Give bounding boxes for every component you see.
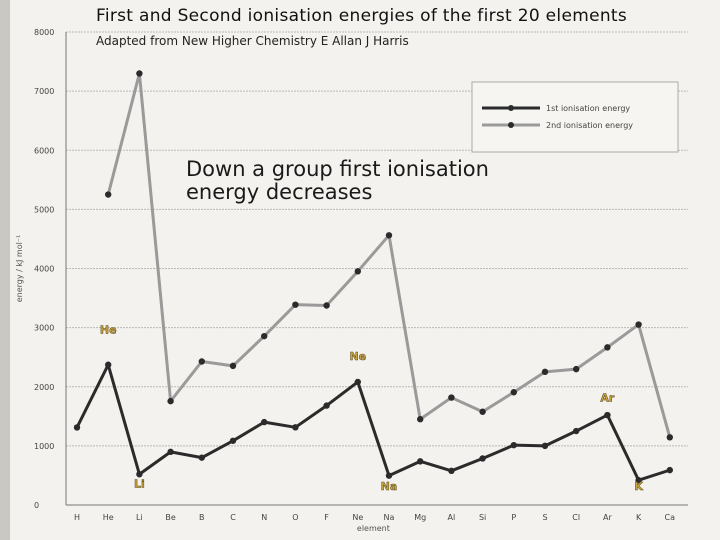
data-point-first-ionisation	[510, 441, 517, 449]
x-tick-label: S	[542, 513, 547, 522]
data-point-second-ionisation	[105, 191, 112, 198]
data-point-second-ionisation	[292, 301, 299, 308]
x-tick-label: Al	[448, 513, 456, 522]
data-point-second-ionisation	[510, 389, 517, 396]
data-point-second-ionisation	[604, 344, 611, 351]
data-point-second-ionisation	[323, 302, 330, 309]
data-point-second-ionisation	[635, 321, 642, 328]
data-point-second-ionisation	[261, 332, 268, 340]
data-point-second-ionisation	[541, 368, 549, 376]
data-point-first-ionisation	[292, 424, 299, 431]
legend-label: 2nd ionisation energy	[546, 121, 633, 130]
x-tick-label: F	[324, 513, 329, 522]
legend: 1st ionisation energy 2nd ionisation ener…	[471, 81, 679, 153]
x-tick-label: Ca	[665, 513, 676, 522]
data-point-second-ionisation	[198, 358, 205, 365]
element-labels: He Ne Ar Li Na K	[100, 323, 644, 493]
data-point-first-ionisation	[136, 471, 143, 478]
data-point-first-ionisation	[448, 467, 455, 475]
legend-box	[471, 81, 679, 153]
x-tick-label: Si	[479, 513, 486, 522]
data-point-second-ionisation	[229, 362, 237, 370]
x-tick-label: Ar	[603, 513, 612, 522]
y-tick-label: 1000	[34, 442, 54, 451]
y-tick-label: 4000	[34, 265, 54, 274]
data-point-first-ionisation	[666, 466, 673, 474]
legend-marker	[508, 105, 514, 111]
data-point-second-ionisation	[448, 394, 455, 401]
page-shadow	[0, 0, 10, 540]
annotation-text: Down a group first ionisation energy dec…	[186, 157, 489, 204]
data-point-first-ionisation	[573, 427, 580, 435]
x-tick-label: Cl	[572, 513, 580, 522]
legend-label: 1st ionisation energy	[546, 104, 630, 113]
y-tick-label: 2000	[34, 383, 54, 392]
element-label: Li	[134, 477, 145, 490]
legend-marker	[508, 122, 514, 128]
series-line-first-ionisation	[75, 363, 671, 482]
data-point-second-ionisation	[385, 232, 393, 239]
x-tick-label: He	[103, 513, 114, 522]
x-tick-label: Be	[165, 513, 175, 522]
element-label: Ne	[349, 350, 366, 363]
data-point-second-ionisation	[573, 365, 580, 373]
data-point-first-ionisation	[323, 402, 330, 409]
element-label: Ar	[600, 392, 615, 405]
data-point-first-ionisation	[604, 411, 611, 419]
x-tick-label: B	[199, 513, 205, 522]
data-point-first-ionisation	[635, 477, 642, 484]
axes: 0 1000 2000 3000 4000 5000 6000 7000 8000 H He Li Be…	[15, 28, 688, 533]
data-point-first-ionisation	[198, 454, 205, 461]
x-tick-label: C	[230, 513, 236, 522]
data-point-second-ionisation	[136, 70, 143, 77]
data-point-first-ionisation	[354, 378, 361, 386]
data-point-first-ionisation	[229, 437, 237, 444]
x-tick-label: Li	[136, 513, 143, 522]
y-tick-label: 5000	[34, 205, 54, 214]
x-tick-label: H	[74, 513, 80, 522]
element-label: K	[634, 480, 643, 493]
element-label: He	[100, 324, 117, 337]
y-tick-label: 8000	[34, 28, 54, 37]
x-tick-label: P	[511, 513, 516, 522]
x-tick-label: Na	[384, 513, 395, 522]
data-point-second-ionisation	[666, 434, 673, 441]
x-tick-label: Mg	[414, 513, 426, 522]
data-point-first-ionisation	[385, 472, 393, 479]
y-tick-label: 0	[34, 501, 39, 510]
data-point-first-ionisation	[417, 458, 424, 465]
x-tick-label: K	[636, 513, 642, 522]
data-point-first-ionisation	[167, 448, 174, 456]
x-axis-label: element	[357, 524, 390, 533]
data-point-first-ionisation	[541, 442, 549, 450]
y-axis-label: energy / kJ mol⁻¹	[15, 235, 24, 303]
y-tick-label: 3000	[34, 324, 54, 333]
y-tick-label: 7000	[34, 87, 54, 96]
data-point-first-ionisation	[73, 424, 81, 431]
data-point-first-ionisation	[105, 361, 112, 368]
chart-title: First and Second ionisation energies of …	[96, 6, 628, 26]
data-point-first-ionisation	[261, 418, 268, 426]
data-point-first-ionisation	[479, 455, 486, 462]
x-tick-label: N	[261, 513, 267, 522]
y-tick-label: 6000	[34, 146, 54, 155]
data-point-second-ionisation	[417, 416, 424, 423]
x-tick-label: O	[292, 513, 298, 522]
element-label: Na	[381, 480, 398, 493]
chart-subtitle: Adapted from New Higher Chemistry E Alla…	[96, 34, 409, 48]
x-tick-label: Ne	[352, 513, 363, 522]
data-point-second-ionisation	[479, 408, 486, 415]
series-lines	[73, 70, 673, 484]
data-point-second-ionisation	[167, 397, 174, 405]
data-point-second-ionisation	[354, 268, 361, 275]
